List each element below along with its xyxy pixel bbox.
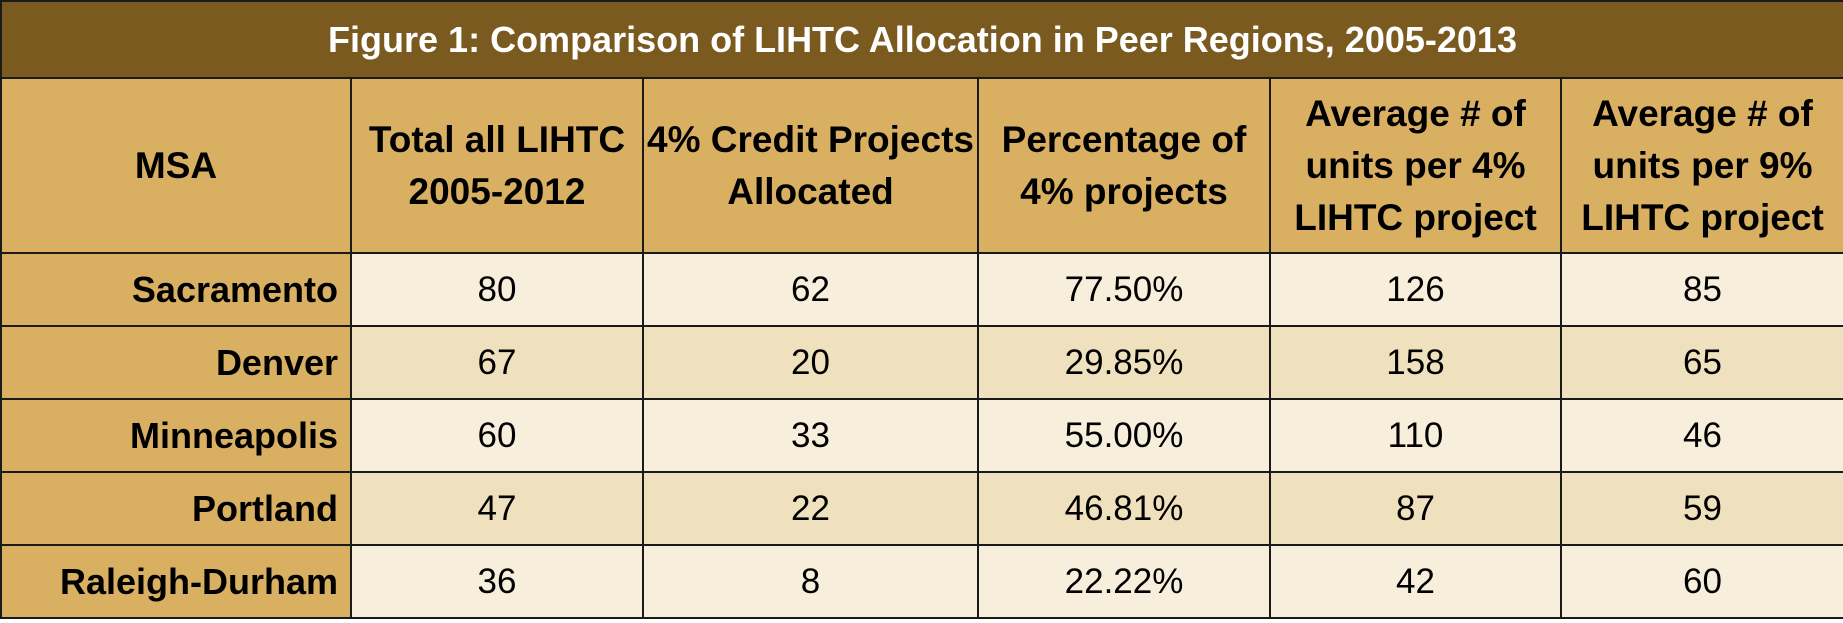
table-title: Figure 1: Comparison of LIHTC Allocation… [0, 0, 1843, 79]
column-header: Percentage of 4% projects [977, 77, 1271, 254]
table-cell: 46.81% [977, 471, 1271, 546]
column-header: Total all LIHTC 2005-2012 [350, 77, 644, 254]
table-cell: 55.00% [977, 398, 1271, 473]
table-cell: 47 [350, 471, 644, 546]
table-cell: 60 [1559, 544, 1843, 619]
column-header: 4% Credit Projects Allocated [642, 77, 979, 254]
title-row: Figure 1: Comparison of LIHTC Allocation… [0, 0, 1843, 79]
table-cell: 42 [1269, 544, 1562, 619]
table-cell: 77.50% [977, 252, 1271, 327]
header-row: MSA Total all LIHTC 2005-2012 4% Credit … [0, 77, 1843, 254]
table-row: Portland 47 22 46.81% 87 59 [0, 471, 1843, 546]
table-cell: 46 [1559, 398, 1843, 473]
table-cell: 20 [642, 325, 979, 400]
table-cell: 22.22% [977, 544, 1271, 619]
table-cell: 65 [1559, 325, 1843, 400]
msa-cell: Denver [0, 325, 352, 400]
column-header: Average # of units per 9% LIHTC project [1559, 77, 1843, 254]
table-cell: 60 [350, 398, 644, 473]
table-cell: 22 [642, 471, 979, 546]
table-cell: 8 [642, 544, 979, 619]
table-cell: 87 [1269, 471, 1562, 546]
table-cell: 29.85% [977, 325, 1271, 400]
table-row: Denver 67 20 29.85% 158 65 [0, 325, 1843, 400]
table-cell: 36 [350, 544, 644, 619]
table-row: Sacramento 80 62 77.50% 126 85 [0, 252, 1843, 327]
table-cell: 126 [1269, 252, 1562, 327]
msa-cell: Minneapolis [0, 398, 352, 473]
table-cell: 85 [1559, 252, 1843, 327]
table-row: Raleigh-Durham 36 8 22.22% 42 60 [0, 544, 1843, 619]
table-cell: 59 [1559, 471, 1843, 546]
table-cell: 33 [642, 398, 979, 473]
table-cell: 62 [642, 252, 979, 327]
table-row: Minneapolis 60 33 55.00% 110 46 [0, 398, 1843, 473]
column-header: MSA [0, 77, 352, 254]
table-cell: 67 [350, 325, 644, 400]
table-cell: 158 [1269, 325, 1562, 400]
msa-cell: Raleigh-Durham [0, 544, 352, 619]
column-header: Average # of units per 4% LIHTC project [1269, 77, 1562, 254]
msa-cell: Portland [0, 471, 352, 546]
table-cell: 110 [1269, 398, 1562, 473]
table-cell: 80 [350, 252, 644, 327]
msa-cell: Sacramento [0, 252, 352, 327]
